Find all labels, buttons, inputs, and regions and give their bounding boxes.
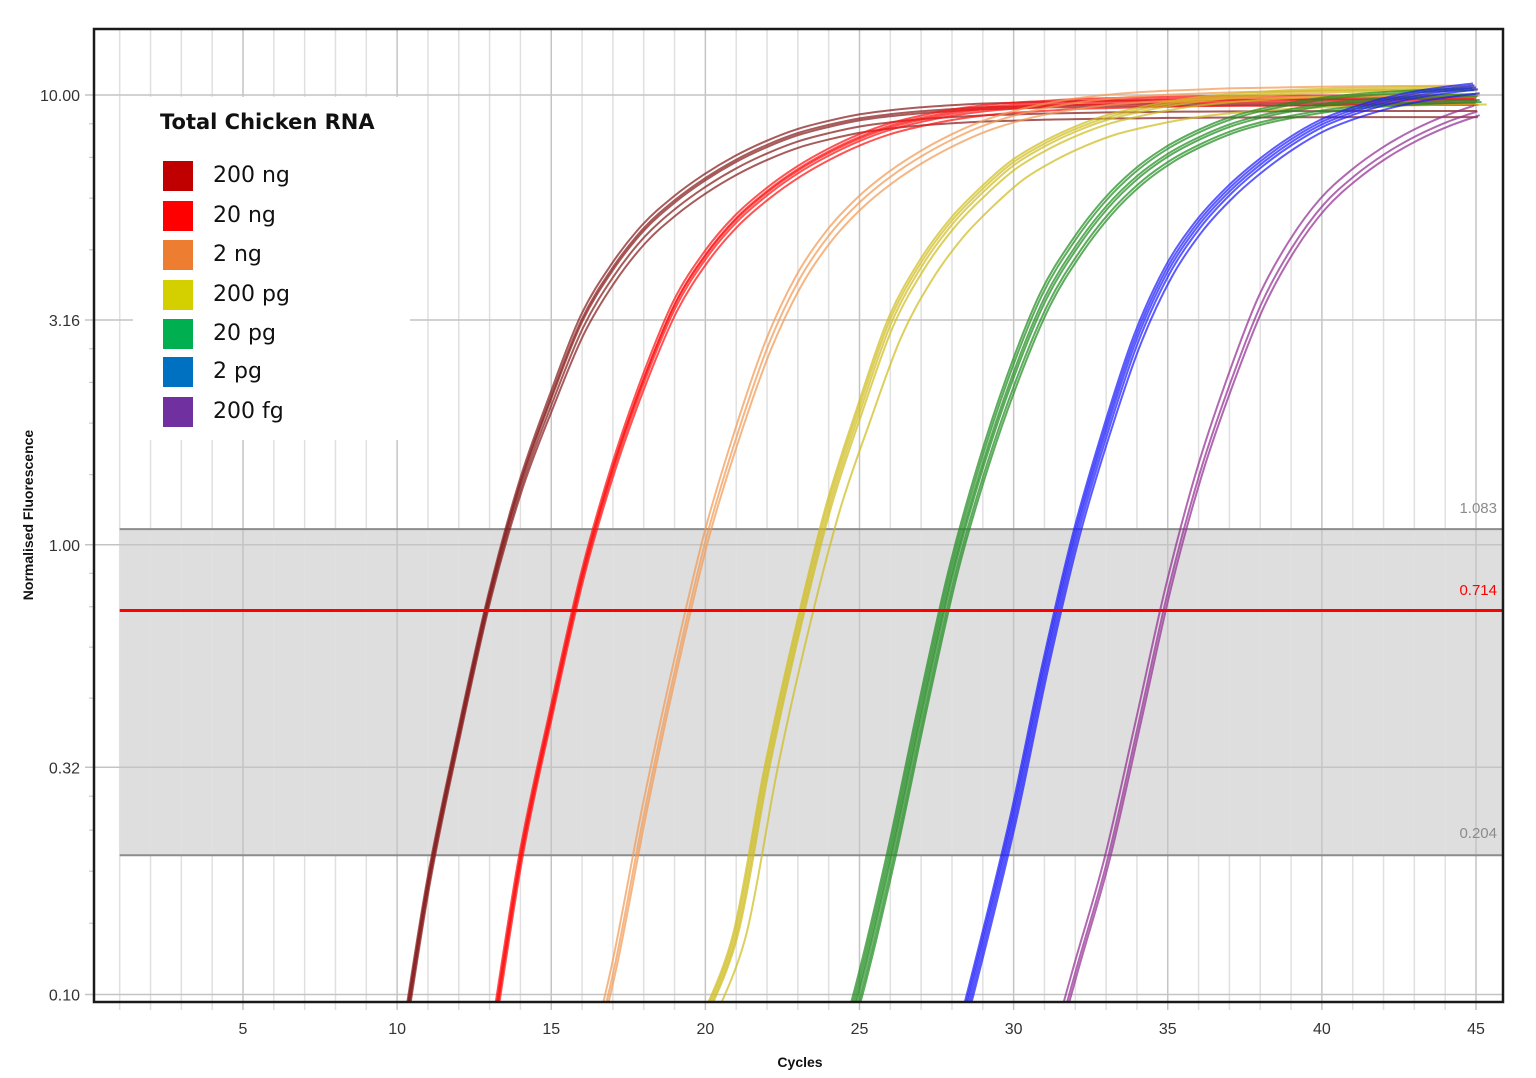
legend-label: 200 fg <box>213 399 284 424</box>
legend-item-20ng: 20 ng <box>163 201 276 231</box>
y-tick-label: 0.32 <box>49 760 80 777</box>
x-tick-label: 45 <box>1467 1021 1485 1038</box>
legend-title: Total Chicken RNA <box>160 110 375 134</box>
legend-item-2ng: 2 ng <box>163 240 262 270</box>
amplification-curve <box>970 92 1480 1002</box>
band-lower-label: 0.204 <box>1459 825 1497 842</box>
legend-label: 2 pg <box>213 359 262 384</box>
threshold-band-edges <box>119 528 1503 857</box>
x-tick-label: 20 <box>696 1021 714 1038</box>
band-upper-label: 1.083 <box>1459 500 1497 517</box>
y-tick-label: 0.10 <box>49 988 80 1005</box>
amplification-curve <box>1062 104 1475 1002</box>
axes-layer: 5 10 15 20 25 30 35 40 45 10.00 3.16 1.00 0.32 0.10 <box>40 27 1505 1038</box>
amplification-curve <box>855 94 1478 1002</box>
amplification-curve <box>850 87 1473 1002</box>
x-tick-label: 5 <box>239 1021 248 1038</box>
x-tick-label: 40 <box>1313 1021 1331 1038</box>
y-tick-label: 10.00 <box>40 88 80 105</box>
legend-label: 200 pg <box>213 282 290 307</box>
legend-item-200ng: 200 ng <box>163 161 290 191</box>
legend-swatch <box>163 397 193 427</box>
amplification-curve <box>710 89 1477 1002</box>
legend-swatch <box>163 319 193 349</box>
y-axis-label: Normalised Fluorescence <box>20 430 36 601</box>
amplification-curve <box>966 86 1477 1002</box>
amplification-curve <box>494 94 1475 1002</box>
amplification-curve <box>853 93 1477 1002</box>
x-tick-label: 25 <box>851 1021 869 1038</box>
amplification-curve <box>602 84 1475 1002</box>
x-tick-label: 15 <box>542 1021 560 1038</box>
series-200-pg <box>707 85 1487 1002</box>
amplification-curve <box>963 82 1474 1002</box>
legend-label: 20 ng <box>213 203 276 228</box>
series-2-pg <box>963 82 1480 1002</box>
x-tick-label: 10 <box>388 1021 406 1038</box>
legend-swatch <box>163 240 193 270</box>
legend-label: 20 pg <box>213 321 276 346</box>
legend-swatch <box>163 161 193 191</box>
amplification-curve <box>968 88 1478 1002</box>
legend-swatch <box>163 357 193 387</box>
amplification-curve <box>965 84 1475 1002</box>
legend-item-20pg: 20 pg <box>163 319 276 349</box>
x-tick-label: 35 <box>1159 1021 1177 1038</box>
legend-label: 2 ng <box>213 242 262 267</box>
amplification-curve <box>708 87 1476 1002</box>
legend-item-2pg: 2 pg <box>163 357 262 387</box>
amplification-curve <box>1066 110 1478 1002</box>
amplification-curve <box>498 103 1479 1002</box>
legend-swatch <box>163 201 193 231</box>
chart-legend: Total Chicken RNA 200 ng 20 ng 2 ng 200 … <box>133 97 410 440</box>
legend-swatch <box>163 280 193 310</box>
amplification-curve <box>707 85 1474 1002</box>
amplification-curve <box>1068 114 1481 1002</box>
amplification-curve <box>852 89 1475 1002</box>
y-tick-label: 3.16 <box>49 313 80 330</box>
plot-frame <box>92 27 1505 1004</box>
legend-item-200pg: 200 pg <box>163 280 290 310</box>
legend-item-200fg: 200 fg <box>163 397 284 427</box>
legend-label: 200 ng <box>213 163 290 188</box>
y-tick-label: 1.00 <box>49 538 80 555</box>
series-200-fg <box>1062 104 1481 1002</box>
x-axis-label: Cycles <box>777 1054 822 1070</box>
curves-layer <box>406 82 1487 1002</box>
x-tick-label: 30 <box>1005 1021 1023 1038</box>
threshold-label: 0.714 <box>1459 582 1497 599</box>
